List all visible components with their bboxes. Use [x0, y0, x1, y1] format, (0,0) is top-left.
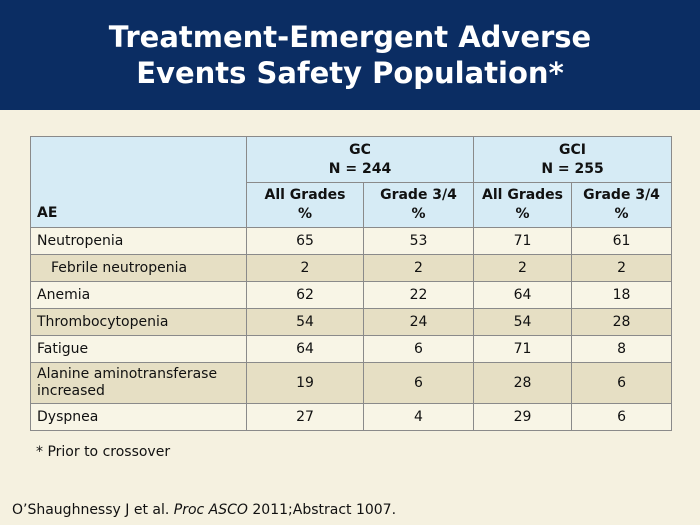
gc-grade-3-4-value: 2	[362, 254, 475, 282]
slide-title-line-2: Events Safety Population*	[136, 56, 564, 90]
ae-name: Dyspnea	[30, 403, 247, 431]
subheader-gci-all-grades: All Grades %	[473, 182, 573, 228]
gci-grade-3-4-value: 61	[571, 227, 673, 255]
gc-all-grades-value: 54	[246, 308, 364, 336]
gci-grade-3-4-value: 8	[571, 335, 673, 363]
gc-grade-3-4-value: 22	[362, 281, 475, 309]
ae-column-header: AE	[30, 136, 247, 228]
gci-grade-3-4-value: 18	[571, 281, 673, 309]
table-row: Fatigue 64 6 71 8	[30, 335, 673, 363]
gc-grade-3-4-value: 4	[362, 403, 475, 431]
gci-all-grades-value: 64	[473, 281, 573, 309]
footnote: * Prior to crossover	[36, 444, 171, 460]
citation: O’Shaughnessy J et al. Proc ASCO 2011;Ab…	[12, 502, 396, 518]
gci-grade-3-4-value: 6	[571, 362, 673, 404]
gc-grade-3-4-value: 53	[362, 227, 475, 255]
gci-all-grades-value: 71	[473, 335, 573, 363]
gci-all-grades-value: 54	[473, 308, 573, 336]
gci-all-grades-value: 28	[473, 362, 573, 404]
gc-all-grades-value: 19	[246, 362, 364, 404]
table-row: Dyspnea 27 4 29 6	[30, 403, 673, 431]
slide-title: Treatment-Emergent Adverse Events Safety…	[109, 19, 591, 91]
subheader-gc-all-grades: All Grades %	[246, 182, 364, 228]
subheader-unit: %	[297, 206, 313, 222]
gc-all-grades-value: 27	[246, 403, 364, 431]
gc-all-grades-value: 64	[246, 335, 364, 363]
gc-grade-3-4-value: 6	[362, 362, 475, 404]
gc-all-grades-value: 2	[246, 254, 364, 282]
subheader-unit: %	[614, 206, 629, 222]
group-n: N = 255	[541, 160, 604, 177]
gci-grade-3-4-value: 6	[571, 403, 673, 431]
table-row: Anemia 62 22 64 18	[30, 281, 673, 309]
subheader-gci-grade-3-4: Grade 3/4 %	[571, 182, 673, 228]
gc-all-grades-value: 62	[246, 281, 364, 309]
title-banner: Treatment-Emergent Adverse Events Safety…	[0, 0, 700, 110]
adverse-events-table: AE GC N = 244 GCI N = 255 All Grades % G…	[30, 136, 673, 431]
table-row: Alanine aminotransferase increased 19 6 …	[30, 362, 673, 404]
group-header-gc: GC N = 244	[245, 136, 475, 183]
gci-all-grades-value: 2	[473, 254, 573, 282]
group-name: GC	[349, 141, 371, 158]
table-subheader-row: All Grades % Grade 3/4 % All Grades % Gr…	[30, 182, 673, 228]
subheader-label: All Grades	[482, 187, 564, 203]
subheader-unit: %	[515, 206, 530, 222]
ae-name: Febrile neutropenia	[30, 254, 247, 282]
ae-name: Alanine aminotransferase increased	[30, 362, 247, 404]
gc-grade-3-4-value: 24	[362, 308, 475, 336]
group-name: GCI	[559, 141, 587, 158]
ae-name: Thrombocytopenia	[30, 308, 247, 336]
subheader-label: Grade 3/4	[380, 187, 457, 203]
gc-all-grades-value: 65	[246, 227, 364, 255]
subheader-label: Grade 3/4	[583, 187, 660, 203]
gc-grade-3-4-value: 6	[362, 335, 475, 363]
citation-journal: Proc ASCO	[173, 502, 248, 518]
gci-all-grades-value: 29	[473, 403, 573, 431]
subheader-gc-grade-3-4: Grade 3/4 %	[362, 182, 475, 228]
slide-title-line-1: Treatment-Emergent Adverse	[108, 20, 592, 54]
citation-details: 2011;Abstract 1007.	[252, 502, 397, 518]
subheader-unit: %	[411, 206, 426, 222]
subheader-label: All Grades	[264, 187, 346, 203]
gci-grade-3-4-value: 2	[571, 254, 673, 282]
group-header-gci: GCI N = 255	[473, 136, 673, 183]
ae-name: Fatigue	[30, 335, 247, 363]
gci-all-grades-value: 71	[473, 227, 573, 255]
citation-authors: O’Shaughnessy J et al.	[12, 502, 170, 518]
ae-name: Anemia	[30, 281, 247, 309]
table-row: Thrombocytopenia 54 24 54 28	[30, 308, 673, 336]
table-group-header-row: AE GC N = 244 GCI N = 255	[30, 136, 673, 228]
table-row: Febrile neutropenia 2 2 2 2	[30, 254, 673, 282]
group-n: N = 244	[328, 160, 392, 177]
gci-grade-3-4-value: 28	[571, 308, 673, 336]
ae-name: Neutropenia	[30, 227, 247, 255]
table-row: Neutropenia 65 53 71 61	[30, 227, 673, 255]
